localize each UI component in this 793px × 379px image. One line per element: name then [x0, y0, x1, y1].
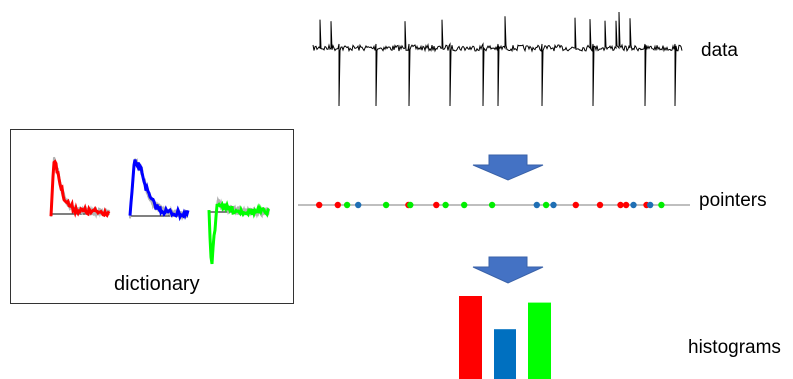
histogram-bar-red: [459, 296, 482, 379]
atom-trace: [49, 159, 111, 218]
atom-blue: [128, 157, 190, 222]
pointer-dots: [316, 201, 665, 209]
histogram-bar-green: [528, 302, 551, 379]
pointer-dot-green: [461, 201, 468, 209]
pointer-dot-red: [617, 201, 624, 209]
arrow-down-icon: [472, 256, 544, 284]
dictionary-label: dictionary: [114, 273, 200, 295]
pointer-dot-blue: [630, 201, 637, 209]
histogram: [459, 296, 551, 379]
histogram-bar-blue: [494, 329, 516, 379]
pointer-dot-green: [658, 201, 665, 209]
pointer-dot-green: [488, 201, 496, 209]
pointer-dot-red: [433, 201, 440, 209]
atom-trace: [207, 200, 271, 265]
atom-red: [49, 156, 111, 219]
dictionary-atoms: [49, 156, 271, 265]
pointer-dot-red: [334, 201, 341, 209]
histograms-label: histograms: [688, 337, 781, 358]
pointer-dot-red: [596, 201, 604, 209]
dictionary-panel: dictionary: [10, 129, 294, 304]
pointer-dot-green: [343, 201, 351, 209]
pointer-dot-red: [572, 201, 579, 209]
pointer-dot-red: [622, 201, 630, 209]
pointer-dot-blue: [550, 201, 557, 209]
pointer-dot-green: [542, 201, 550, 209]
pointer-dot-red: [316, 201, 323, 209]
arrow-down-icon: [472, 154, 544, 181]
pointer-dot-green: [407, 201, 414, 209]
atom-green: [207, 195, 271, 265]
pointers-label: pointers: [699, 190, 767, 211]
pointer-dot-blue: [533, 201, 540, 209]
pointer-dot-green: [442, 201, 449, 209]
pointer-dot-green: [382, 201, 390, 209]
pointer-dot-blue: [647, 201, 654, 209]
atom-trace: [128, 159, 190, 222]
pointer-dot-blue: [355, 201, 362, 209]
data-trace: [312, 11, 683, 107]
data-label: data: [701, 40, 738, 61]
